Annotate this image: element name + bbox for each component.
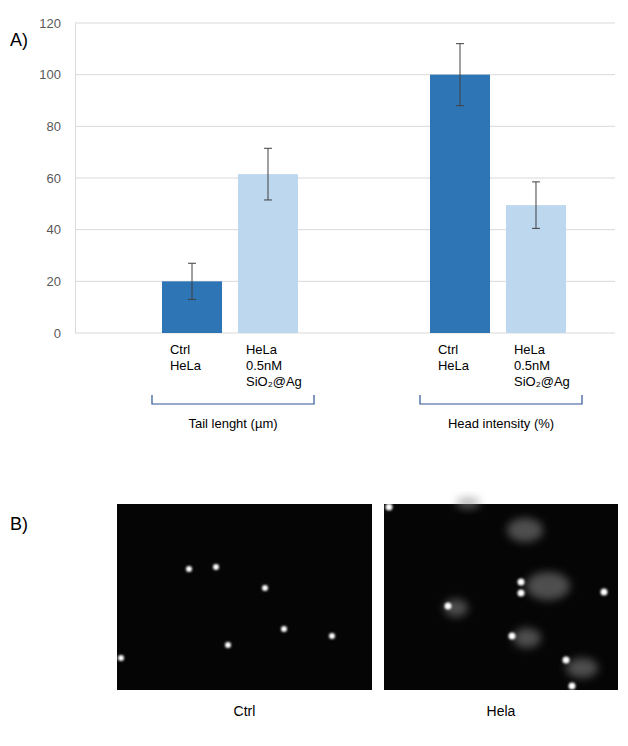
error-line <box>188 299 196 300</box>
micrograph <box>384 497 618 690</box>
comet-head <box>386 504 393 511</box>
tick-label: 60 <box>47 171 61 186</box>
tick-label: 40 <box>47 222 61 237</box>
bracket <box>152 395 314 404</box>
x-labels: CtrlHeLa CtrlHeLa HeLa0.5nMSiO₂@Ag HeLa0.5n… <box>170 342 570 389</box>
tick: 80 <box>47 119 75 134</box>
tick-label: 80 <box>47 119 61 134</box>
nucleus <box>262 585 268 591</box>
bar-label: HeLa0.5nMSiO₂@Ag <box>246 342 302 389</box>
error-line <box>456 105 464 106</box>
tick: 100 <box>39 67 75 82</box>
nucleus <box>329 633 335 639</box>
bar-label: CtrlHeLa <box>170 342 202 373</box>
tick-label: 20 <box>47 274 61 289</box>
grid-line <box>75 178 615 179</box>
grid-line <box>75 74 615 75</box>
error-line <box>267 148 268 200</box>
comet-head <box>509 633 516 640</box>
grid-line <box>75 126 615 127</box>
nucleus <box>225 642 231 648</box>
bar-label: CtrlHeLa <box>438 342 470 373</box>
image-label: Ctrl <box>234 703 256 719</box>
error-bar <box>532 182 540 229</box>
error-line <box>456 43 464 44</box>
tick-label: 120 <box>39 16 61 31</box>
error-line <box>460 44 461 106</box>
nucleus <box>186 566 192 572</box>
bar <box>430 75 490 333</box>
y-axis: 0 20 40 60 80 100 120 <box>39 16 75 341</box>
tick: 40 <box>47 222 75 237</box>
bracket <box>420 395 582 404</box>
comet-tail <box>507 518 543 542</box>
grid-line <box>75 23 615 24</box>
error-bar <box>456 44 464 106</box>
tick-label: 0 <box>54 326 61 341</box>
comet-head <box>601 589 608 596</box>
tick: 20 <box>47 274 75 289</box>
tick: 60 <box>47 171 75 186</box>
nucleus <box>213 564 219 570</box>
comet-tail <box>526 572 570 600</box>
tick-label: 100 <box>39 67 61 82</box>
tick: 0 <box>54 326 75 341</box>
image-frame <box>384 504 618 690</box>
nucleus <box>281 626 287 632</box>
comet-tail <box>444 599 468 617</box>
error-line <box>535 182 536 229</box>
comet-head <box>518 590 525 597</box>
micrograph <box>117 504 372 690</box>
group-label: Tail lenght (µm) <box>188 416 277 431</box>
tick: 120 <box>39 16 75 31</box>
comet-tail <box>513 628 541 648</box>
comet-tail <box>566 658 598 678</box>
error-line <box>192 263 193 299</box>
error-line <box>264 199 272 200</box>
comet-head <box>445 603 452 610</box>
error-line <box>532 228 540 229</box>
grid <box>75 23 615 333</box>
comet-head <box>563 657 570 664</box>
image-frame <box>117 504 372 690</box>
error-line <box>532 181 540 182</box>
error-line <box>188 263 196 264</box>
plot-marks <box>162 44 566 333</box>
error-bar <box>264 148 272 200</box>
bar-label: HeLa0.5nMSiO₂@Ag <box>514 342 570 389</box>
nucleus <box>118 655 124 661</box>
error-line <box>264 148 272 149</box>
image-label: Hela <box>487 703 516 719</box>
error-bar <box>188 263 196 299</box>
panel-label: A) <box>10 30 28 50</box>
group-label: Head intensity (%) <box>448 416 554 431</box>
panel-label: B) <box>10 514 28 534</box>
comet-head <box>518 579 525 586</box>
comet-head <box>569 683 576 690</box>
axis-line <box>75 24 76 334</box>
comet-tail <box>456 497 480 509</box>
